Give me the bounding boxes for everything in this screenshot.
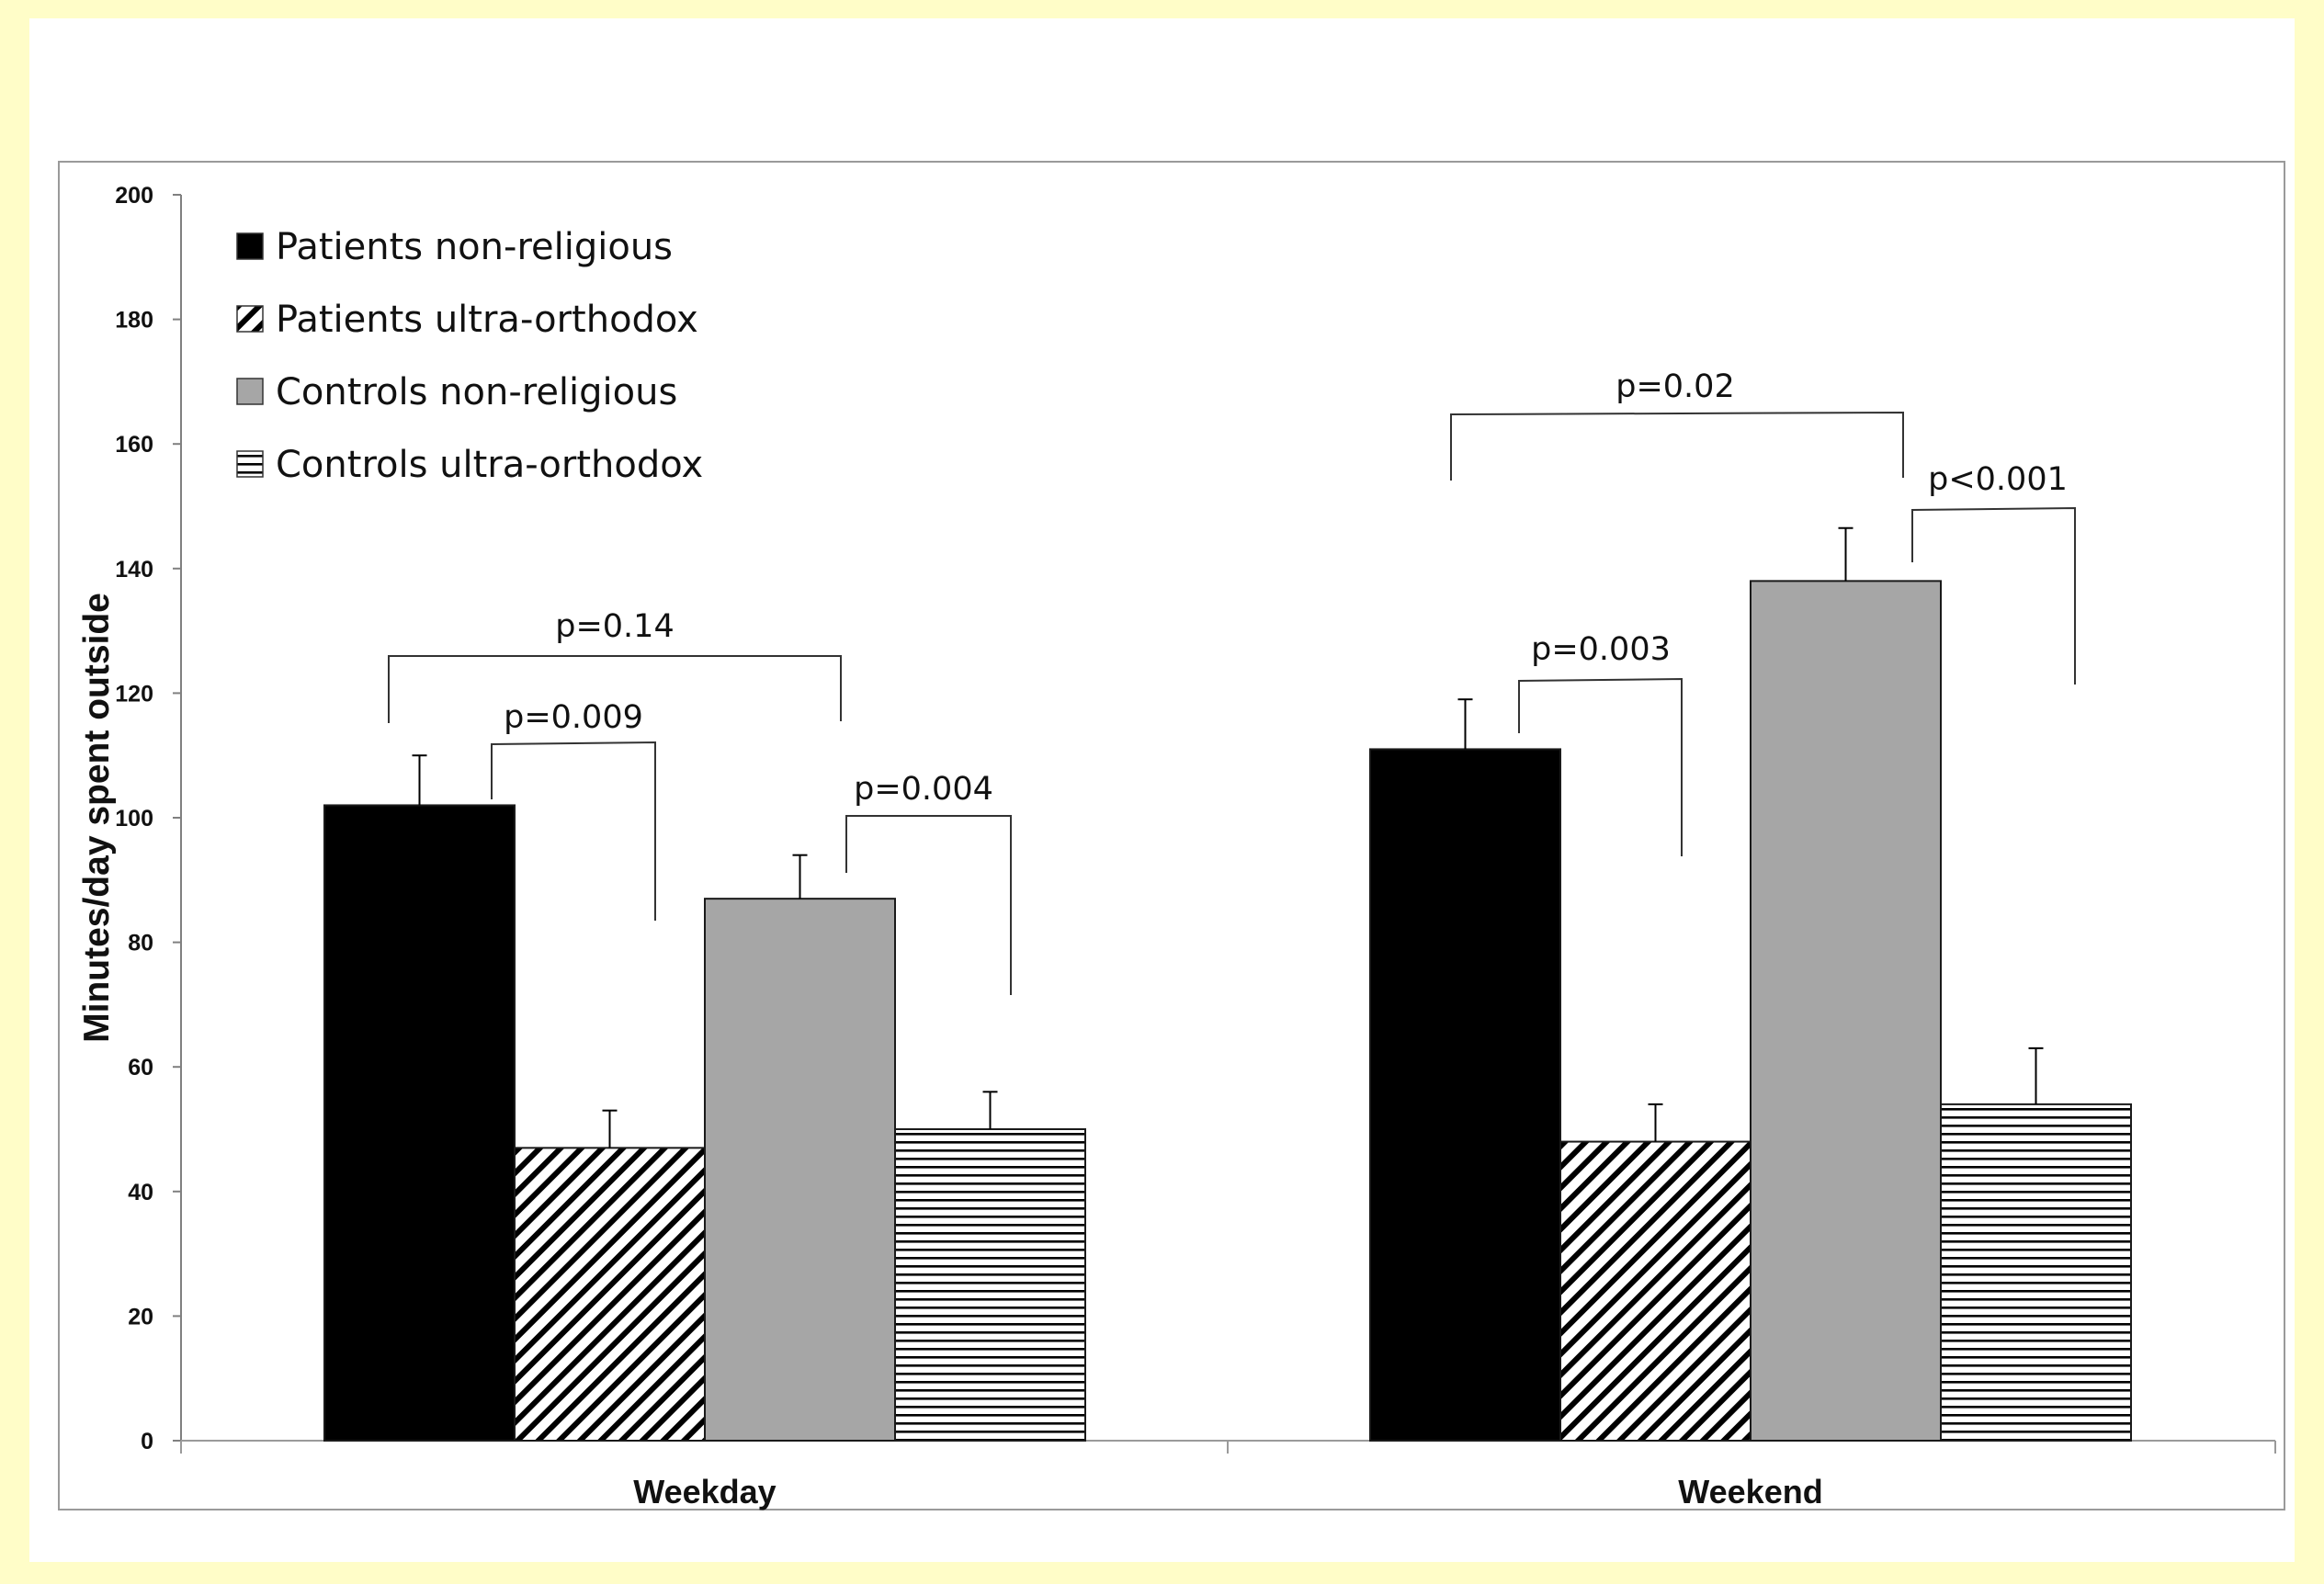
significance-label: p=0.009: [504, 699, 643, 736]
significance-label: p=0.003: [1531, 631, 1671, 668]
y-tick-label: 140: [115, 557, 153, 583]
bar-controls-non-religious-weekend: [1750, 580, 1942, 1442]
significance-label: p<0.001: [1928, 461, 2068, 498]
y-tick-label: 60: [128, 1055, 153, 1081]
significance-brackets: p=0.14 p=0.009 p=0.004 p=0.02 p=0.003 p<0.001: [388, 368, 2076, 995]
bar-controls-ultra-orthodox-weekday: [894, 1128, 1086, 1442]
bar-patients-non-religious-weekday: [323, 804, 516, 1442]
axes: 0 20 40 60 80 100 120 140 160 180 200 Weekday Weeken…: [115, 183, 2276, 1510]
significance-label: p=0.02: [1615, 368, 1734, 405]
y-tick-label: 80: [128, 931, 153, 956]
significance-bracket: [1911, 506, 2076, 685]
bar-patients-non-religious-weekend: [1369, 748, 1561, 1442]
legend-swatch-controls-ultra-orthodox: [236, 450, 264, 478]
bar-controls-ultra-orthodox-weekend: [1940, 1103, 2132, 1442]
legend-label-controls-non-religious: Controls non-religious: [276, 371, 677, 413]
significance-bracket: [1518, 677, 1683, 856]
significance-bracket: [845, 815, 1012, 995]
y-tick-label: 200: [115, 183, 153, 209]
y-tick-label: 120: [115, 681, 153, 707]
y-tick-label: 0: [141, 1429, 153, 1454]
y-tick-label: 160: [115, 432, 153, 458]
legend-swatch-controls-non-religious: [236, 378, 264, 405]
y-tick-label: 40: [128, 1180, 153, 1205]
y-axis-title: Minutes/day spent outside: [77, 593, 117, 1043]
significance-bracket: [1450, 411, 1904, 481]
y-tick-label: 20: [128, 1304, 153, 1329]
legend-label-patients-ultra-orthodox: Patients ultra-orthodox: [276, 299, 698, 341]
legend-label-controls-ultra-orthodox: Controls ultra-orthodox: [276, 444, 703, 486]
legend-label-patients-non-religious: Patients non-religious: [276, 226, 673, 268]
bar-controls-non-religious-weekday: [704, 898, 896, 1442]
legend-swatch-patients-non-religious: [236, 232, 264, 260]
y-tick-label: 100: [115, 806, 153, 832]
legend: Patients non-religious Patients ultra-ort…: [236, 226, 703, 486]
y-tick-label: 180: [115, 308, 153, 334]
legend-swatch-patients-ultra-orthodox: [236, 305, 264, 333]
x-tick-label-weekday: Weekday: [633, 1473, 776, 1510]
bar-patients-ultra-orthodox-weekday: [514, 1147, 706, 1442]
significance-bracket: [491, 741, 656, 921]
significance-bracket: [388, 655, 842, 723]
x-tick-label-weekend: Weekend: [1678, 1473, 1822, 1510]
bars: [323, 526, 2132, 1443]
significance-label: p=0.004: [854, 771, 993, 808]
significance-label: p=0.14: [555, 608, 674, 645]
bar-patients-ultra-orthodox-weekend: [1559, 1140, 1752, 1443]
